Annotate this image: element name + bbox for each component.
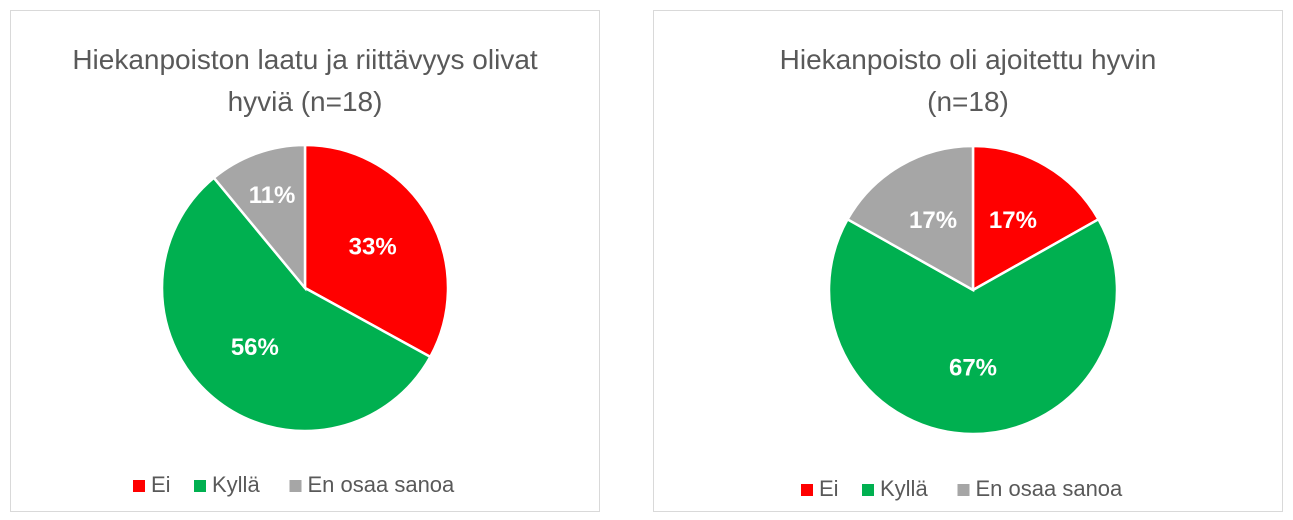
chart-panel: Hiekanpoiston laatu ja riittävyys olivat… (10, 10, 600, 512)
chart: 33% 56% 11% Ei Kyllä En osaa sanoa (133, 143, 456, 497)
chart-title: Hiekanpoiston laatu ja riittävyys olivat… (72, 44, 538, 117)
legend-label: En osaa sanoa (308, 472, 456, 497)
legend-swatch (801, 484, 813, 496)
pie-slice (845, 144, 975, 293)
pie-slice (212, 143, 307, 292)
legend-label: Ei (151, 472, 171, 497)
legend-swatch (957, 484, 970, 496)
pie-slice (971, 144, 1101, 293)
legend-swatch (194, 480, 206, 492)
legend-swatch (133, 480, 145, 492)
legend-swatch (289, 480, 302, 492)
data-label: 67% (949, 355, 997, 382)
legend-swatch (862, 484, 874, 496)
chart: 17% 67% 17% Ei Kyllä En osaa sanoa (801, 144, 1124, 501)
legend-label: Kyllä (880, 476, 928, 501)
chart-title: Hiekanpoisto oli ajoitettu hyvin (n=18) (779, 44, 1157, 117)
data-label: 33% (349, 233, 397, 260)
data-label: 17% (909, 207, 957, 234)
legend-label: Kyllä (212, 472, 260, 497)
chart-panel: Hiekanpoisto oli ajoitettu hyvin (n=18) … (653, 10, 1283, 512)
pie-slice (160, 176, 433, 433)
legend-label: Ei (819, 476, 839, 501)
pie-slice (827, 217, 1119, 436)
data-label: 17% (989, 207, 1037, 234)
pie-slice (303, 143, 450, 359)
data-label: 11% (249, 182, 296, 209)
data-label: 56% (231, 334, 279, 361)
legend-label: En osaa sanoa (976, 476, 1124, 501)
